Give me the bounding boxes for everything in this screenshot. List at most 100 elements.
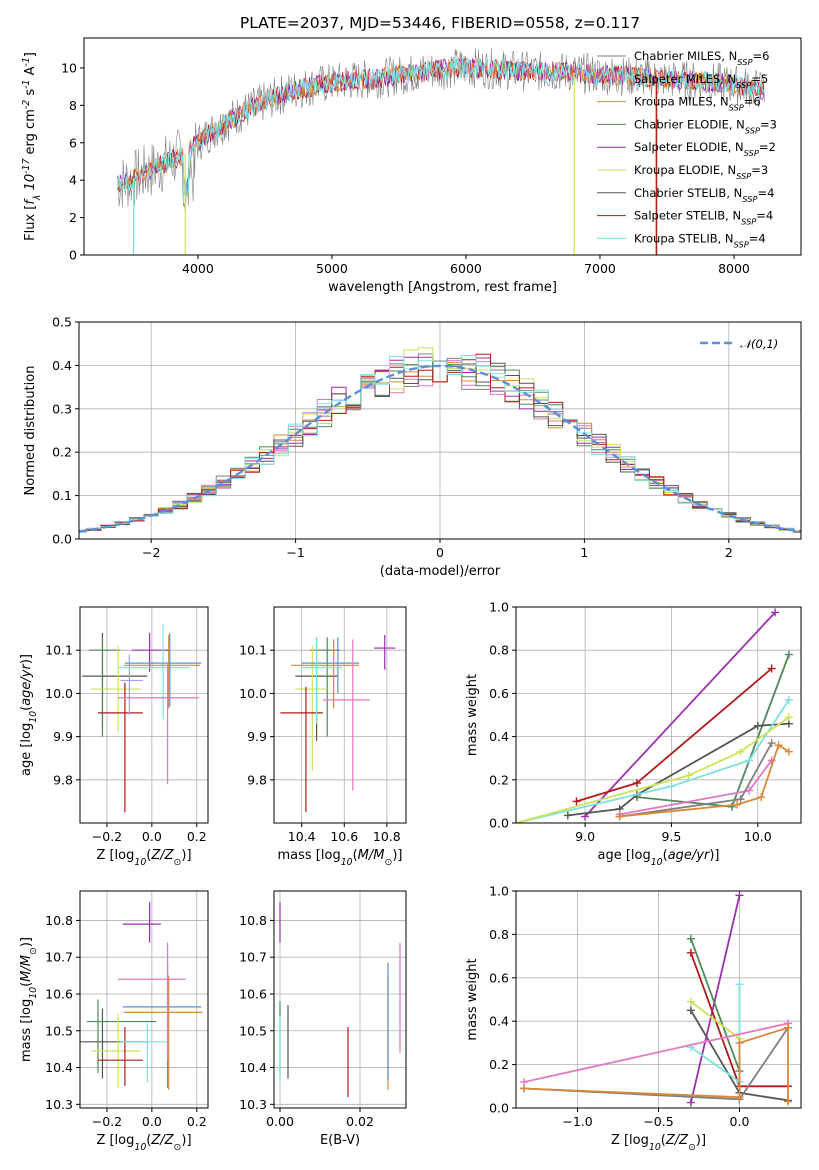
weight-marker xyxy=(736,747,745,756)
x-tick-label: 8000 xyxy=(718,261,750,276)
y-tick-label: 1.0 xyxy=(489,884,509,899)
y-axis-label: Normed distribution xyxy=(23,366,38,496)
errorbar-point xyxy=(80,1008,148,1079)
weight-marker xyxy=(771,608,780,617)
y-tick-label: 0.3 xyxy=(52,401,72,416)
y-tick-label: 10.8 xyxy=(45,913,73,928)
weight-marker xyxy=(684,771,693,780)
y-tick-label: 8 xyxy=(69,98,77,113)
errorbar-point xyxy=(118,663,200,785)
plot-area-spectrum xyxy=(117,48,766,255)
x-tick-label: −0.2 xyxy=(92,829,122,844)
x-tick-label: 0.0 xyxy=(142,1114,162,1129)
errorbar-point xyxy=(91,1014,141,1088)
weight-marker xyxy=(784,1023,793,1032)
plot-area-weight_vs_age xyxy=(516,608,793,823)
y-tick-label: 0.8 xyxy=(489,643,509,658)
plot-area-age_vs_Z xyxy=(82,624,202,813)
x-axis-label: Z [log10(Z/Z⊙)] xyxy=(611,1133,706,1153)
x-tick-label: 5000 xyxy=(316,261,348,276)
weight-marker xyxy=(784,650,793,659)
errorbar-point xyxy=(118,942,186,1061)
weight-marker xyxy=(784,695,793,704)
weight-marker xyxy=(686,948,695,957)
errorbar-point xyxy=(322,639,370,791)
weight-marker xyxy=(632,779,641,788)
y-tick-label: 10.7 xyxy=(45,950,73,965)
weight-line xyxy=(690,938,741,1072)
frame-mass_vs_ebv: 0.00 0.02 10.3 10.4 10.5 10.6 10.7 10.8 E(B-V) xyxy=(239,890,407,1148)
x-tick-label: 10.6 xyxy=(330,829,358,844)
weight-marker xyxy=(733,800,742,809)
y-tick-label: 10.0 xyxy=(45,686,73,701)
axes-frame xyxy=(79,890,209,1109)
y-tick-label: 10.3 xyxy=(239,1097,267,1112)
frame-spectrum: 4000 5000 6000 7000 8000 0 2 4 6 8 10 wavelength [A… xyxy=(21,37,802,295)
weight-series xyxy=(520,1023,793,1104)
legend-entry: Salpeter MILES, NSSP=5 xyxy=(634,72,768,90)
errorbar-point xyxy=(124,632,202,707)
y-tick-label: 0.4 xyxy=(489,729,509,744)
x-axis-label: (data-model)/error xyxy=(380,564,501,579)
x-axis-label: Z [log10(Z/Z⊙)] xyxy=(96,848,191,868)
y-tick-label: 9.9 xyxy=(247,729,267,744)
y-tick-label: 0.1 xyxy=(52,488,72,503)
weight-marker xyxy=(753,721,762,730)
weight-marker xyxy=(615,812,624,821)
errorbar-point xyxy=(280,686,323,813)
weight-marker xyxy=(686,997,695,1006)
errorbar-point xyxy=(91,645,141,733)
y-tick-label: 0.4 xyxy=(52,358,72,373)
x-axis-label: age [log10(age/yr)] xyxy=(597,848,719,868)
y-tick-label: 10.5 xyxy=(239,1023,267,1038)
frame-age_vs_Z: −0.2 0.0 0.2 9.8 9.9 10.0 10.1 Z [log10(Z/Z⊙)] a… xyxy=(19,606,209,868)
errorbar-point xyxy=(120,1023,168,1083)
legend-entry: Chabrier STELIB, NSSP=4 xyxy=(634,186,774,204)
spectrum-legend: Chabrier MILES, NSSP=6 Salpeter MILES, NS… xyxy=(597,49,777,249)
y-tick-label: 9.8 xyxy=(247,772,267,787)
weight-series xyxy=(520,1023,793,1106)
x-tick-label: −1 xyxy=(286,545,304,560)
weight-marker xyxy=(686,934,695,943)
axes-age_vs_Z xyxy=(80,607,208,823)
frame-age_vs_mass: 10.4 10.6 10.8 9.8 9.9 10.0 10.1 mass [log10(M/… xyxy=(239,606,407,868)
y-tick-label: 4 xyxy=(69,173,77,188)
y-tick-label: 10.0 xyxy=(239,686,267,701)
y-tick-label: 10 xyxy=(61,60,77,75)
y-tick-label: 0.0 xyxy=(52,532,72,547)
errorbar-point xyxy=(131,632,170,672)
legend-entry: Kroupa MILES, NSSP=6 xyxy=(634,95,761,113)
x-tick-label: 0 xyxy=(436,545,444,560)
weight-marker xyxy=(735,1038,744,1047)
axes-frame xyxy=(273,606,407,824)
weight-series xyxy=(686,997,744,1043)
axes-frame xyxy=(273,890,407,1109)
errorbar-point xyxy=(123,975,203,1090)
x-axis-label: wavelength [Angstrom, rest frame] xyxy=(328,280,557,295)
y-tick-label: 10.1 xyxy=(239,643,267,658)
y-tick-label: 10.7 xyxy=(239,950,267,965)
weight-marker xyxy=(735,1093,744,1102)
legend-entry: Kroupa STELIB, NSSP=4 xyxy=(634,231,766,249)
x-axis-label: E(B-V) xyxy=(320,1133,360,1148)
errorbar-point xyxy=(97,682,143,813)
x-tick-label: 9.5 xyxy=(662,829,682,844)
x-tick-label: −0.2 xyxy=(92,1114,122,1129)
y-axis-label: age [log10(age/yr)] xyxy=(19,654,39,776)
weight-line xyxy=(584,611,776,818)
x-tick-label: 0.2 xyxy=(187,829,207,844)
y-tick-label: 2 xyxy=(69,210,77,225)
x-tick-label: 7000 xyxy=(584,261,616,276)
spectrum-model-line xyxy=(117,57,765,196)
legend-entry: Chabrier MILES, NSSP=6 xyxy=(634,49,769,67)
y-tick-label: 1.0 xyxy=(489,600,509,615)
y-tick-label: 10.4 xyxy=(45,1060,73,1075)
legend-entry: Chabrier ELODIE, NSSP=3 xyxy=(634,117,777,135)
weight-line xyxy=(516,716,790,823)
legend-entry: Salpeter ELODIE, NSSP=2 xyxy=(634,140,776,158)
residual-histogram xyxy=(79,355,801,539)
weight-marker xyxy=(774,741,783,750)
weight-series xyxy=(516,713,793,823)
frame-mass_vs_Z: −0.2 0.0 0.2 10.3 10.4 10.5 10.6 10.7 10.8 Z [log… xyxy=(19,890,209,1153)
